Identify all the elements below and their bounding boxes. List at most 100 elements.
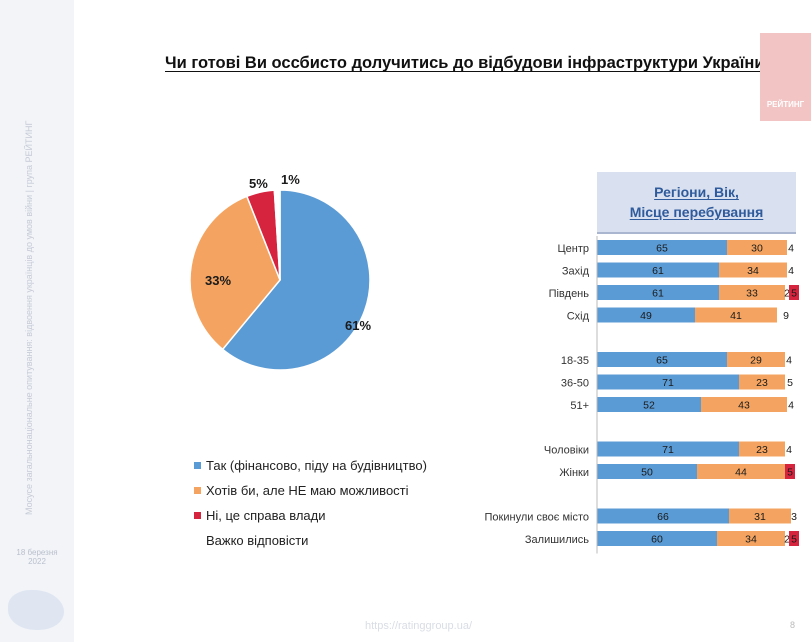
sidebar: Мосусе загальнонаціональне опитування: в… — [0, 0, 74, 642]
bar-data-label: 71 — [662, 444, 674, 456]
bar-data-label: 65 — [656, 243, 668, 255]
bar-segment — [597, 307, 695, 323]
sidebar-date: 18 березня 2022 — [16, 548, 58, 566]
bar-segment — [597, 374, 739, 390]
bar-category-label: Захід — [562, 266, 590, 278]
legend-label: Так (фінансово, піду на будівництво) — [206, 458, 427, 473]
bar-chart-title-line-2: Місце перебування — [629, 204, 764, 220]
bar-data-label: 4 — [788, 265, 794, 277]
bar-data-label: 43 — [738, 400, 750, 412]
bar-segment — [739, 441, 785, 457]
bar-segment — [785, 374, 795, 390]
bar-segment — [597, 352, 727, 367]
logo-text: РЕЙТИНГ — [766, 100, 805, 109]
bar-segment — [597, 531, 717, 546]
bar-segment — [597, 464, 697, 479]
bar-segment — [597, 397, 701, 412]
bar-segment — [695, 307, 777, 323]
bar-data-label: 66 — [657, 511, 669, 523]
bar-category-label: Покинули своє місто — [485, 512, 589, 524]
bar-segment — [791, 508, 797, 524]
bar-data-label: 4 — [788, 400, 794, 412]
bar-segment — [789, 285, 799, 300]
bar-data-label: 5 — [791, 288, 797, 300]
bar-data-label: 2 — [784, 288, 790, 300]
bar-chart-header: Регіони, Вік, Місце перебування — [597, 172, 796, 234]
bar-category-label: Південь — [549, 288, 590, 300]
bar-category-label: 36-50 — [561, 378, 589, 390]
pie-legend: Так (фінансово, піду на будівництво) Хоті… — [194, 456, 427, 556]
bar-category-label: Центр — [558, 243, 590, 255]
bar-segment — [697, 464, 785, 479]
bar-data-label: 34 — [747, 265, 759, 277]
bar-chart-title-line-1: Регіони, Вік, — [654, 184, 739, 200]
bar-segment — [785, 464, 795, 479]
pie-data-label-2: 33% — [205, 273, 231, 288]
bar-data-label: 29 — [750, 355, 762, 367]
legend-item: Ні, це справа влади — [194, 506, 427, 531]
bar-data-label: 5 — [787, 377, 793, 389]
bar-data-label: 2 — [784, 534, 790, 546]
legend-label: Ні, це справа влади — [206, 508, 326, 523]
bar-data-label: 23 — [756, 377, 768, 389]
legend-swatch — [194, 537, 201, 544]
bar-segment — [787, 262, 795, 278]
bar-data-label: 31 — [754, 511, 766, 523]
bar-segment — [719, 262, 787, 278]
bar-data-label: 34 — [745, 534, 757, 546]
bar-segment — [785, 285, 789, 300]
bar-data-label: 9 — [783, 310, 789, 322]
page-number: 8 — [790, 620, 796, 630]
bar-category-label: Чоловіки — [544, 445, 589, 457]
bar-data-label: 61 — [652, 288, 664, 300]
bar-data-label: 52 — [643, 400, 655, 412]
bar-data-label: 3 — [791, 511, 797, 523]
bar-data-label: 50 — [641, 467, 653, 479]
bar-data-label: 71 — [662, 377, 674, 389]
bar-data-label: 41 — [730, 310, 742, 322]
bar-data-label: 44 — [735, 467, 747, 479]
bar-data-label: 60 — [651, 534, 663, 546]
bar-segment — [719, 285, 785, 300]
ukraine-map-icon — [8, 590, 64, 630]
bar-data-label: 65 — [656, 355, 668, 367]
page-title: Чи готові Ви оссбисто долучитись до відб… — [165, 54, 775, 72]
bar-category-label: Схід — [567, 311, 590, 323]
bar-segment — [787, 397, 795, 412]
bar-segment — [597, 508, 729, 524]
bar-data-label: 61 — [652, 265, 664, 277]
bar-data-label: 30 — [751, 243, 763, 255]
bar-segment — [717, 531, 785, 546]
bar-segment — [597, 285, 719, 300]
legend-item: Хотів би, але НЕ маю можливості — [194, 481, 427, 506]
bar-category-label: 18-35 — [561, 355, 589, 367]
bar-data-label: 5 — [791, 534, 797, 546]
bar-data-label: 4 — [788, 243, 794, 255]
pie-data-label-1: 61% — [345, 318, 371, 333]
bar-segment — [701, 397, 787, 412]
pie-data-label-3: 5% — [249, 176, 268, 191]
bar-segment — [785, 352, 793, 367]
bar-segment — [787, 240, 795, 255]
bar-segment — [739, 374, 785, 390]
bar-data-label: 5 — [787, 467, 793, 479]
bar-segment — [597, 441, 739, 457]
bar-segment — [789, 531, 799, 546]
legend-swatch — [194, 487, 201, 494]
bar-segment — [785, 531, 789, 546]
bar-data-label: 23 — [756, 444, 768, 456]
legend-label: Важко відповісти — [206, 533, 309, 548]
bar-segment — [777, 307, 795, 323]
bar-segment — [727, 240, 787, 255]
rating-logo: РЕЙТИНГ — [760, 33, 811, 121]
bar-segment — [597, 262, 719, 278]
bar-data-label: 33 — [746, 288, 758, 300]
legend-item: Так (фінансово, піду на будівництво) — [194, 456, 427, 481]
sidebar-caption: Мосусе загальнонаціональне опитування: в… — [24, 120, 34, 515]
legend-label: Хотів би, але НЕ маю можливості — [206, 483, 409, 498]
bar-data-label: 4 — [786, 444, 792, 456]
pie-data-label-4: 1% — [281, 172, 300, 187]
bar-data-label: 4 — [786, 355, 792, 367]
bar-category-label: Жінки — [559, 467, 589, 479]
